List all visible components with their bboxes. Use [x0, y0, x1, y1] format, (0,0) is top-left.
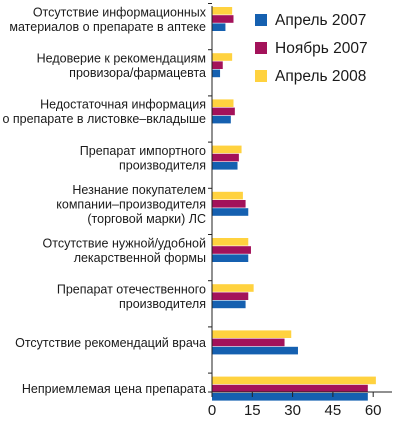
bar-1-series-2 — [212, 15, 234, 23]
bar-1-series-3 — [212, 7, 233, 15]
bar-2-series-1 — [212, 69, 221, 78]
legend-label-3: Апрель 2008 — [275, 68, 366, 85]
category-label-2: Недоверие к рекомендациям провизора/фарма… — [37, 51, 206, 79]
category-labels: Отсутствие информационных материалов о пр… — [2, 5, 206, 396]
bar-5-series-3 — [212, 191, 243, 200]
bar-8-series-3 — [212, 330, 292, 338]
bar-4-series-1 — [212, 162, 238, 170]
bar-5-series-1 — [212, 208, 249, 216]
bar-7-series-1 — [212, 300, 246, 309]
category-label-4: Препарат импортного производителя — [80, 144, 206, 173]
category-label-line: компании–производителя — [56, 197, 206, 211]
x-tick-label: 0 — [208, 402, 216, 419]
bar-7-series-3 — [212, 284, 254, 292]
category-label-line: Недоверие к рекомендациям — [37, 51, 206, 65]
bar-7-series-2 — [212, 292, 249, 300]
bar-2-series-3 — [212, 53, 233, 61]
category-label-line: материалов о препарате в аптеке — [9, 20, 206, 34]
category-label-8: Отсутствие рекомендаций врача — [15, 336, 206, 350]
bar-3-series-2 — [212, 107, 235, 116]
category-label-line: производителя — [119, 297, 206, 311]
category-label-line: производителя — [119, 158, 206, 172]
category-label-line: Незнание покупателем — [72, 183, 206, 197]
bars-layer — [212, 7, 376, 401]
category-label-line: провизора/фармацевта — [69, 66, 206, 80]
x-tick-label: 45 — [325, 402, 342, 419]
legend-swatch-3 — [255, 70, 267, 82]
legend: Апрель 2007 Ноябрь 2007 Апрель 2008 — [255, 12, 368, 85]
bar-6-series-1 — [212, 254, 249, 262]
bar-9-series-3 — [212, 376, 376, 385]
bar-4-series-3 — [212, 145, 242, 154]
x-tick-label: 60 — [365, 402, 382, 419]
category-label-line: (торговой марки) ЛС — [87, 212, 206, 226]
category-label-5: Незнание покупателем компании–производите… — [56, 183, 206, 226]
bar-5-series-2 — [212, 200, 246, 208]
legend-label-2: Ноябрь 2007 — [275, 40, 368, 57]
x-axis-ticks: 0 15 30 45 60 — [208, 3, 382, 419]
category-label-7: Препарат отечественного производителя — [57, 282, 206, 311]
bar-4-series-2 — [212, 153, 239, 162]
category-label-line: о препарате в листовке–вкладыше — [2, 112, 206, 126]
category-label-line: Препарат отечественного — [57, 282, 206, 296]
bar-2-series-2 — [212, 61, 223, 69]
category-label-line: Отсутствие информационных — [33, 5, 207, 19]
category-label-6: Отсутствие нужной/удобной лекарственной ф… — [43, 236, 206, 265]
bar-9-series-1 — [212, 393, 368, 401]
category-label-line: лекарственной формы — [74, 251, 206, 265]
category-label-line: Недостаточная информация — [40, 98, 206, 112]
bar-8-series-2 — [212, 338, 285, 347]
legend-swatch-1 — [255, 14, 267, 26]
category-label-3: Недостаточная информация о препарате в ли… — [2, 98, 206, 127]
category-label-line: Препарат импортного — [80, 144, 206, 158]
bar-3-series-1 — [212, 115, 231, 124]
bar-6-series-2 — [212, 246, 251, 254]
bar-3-series-3 — [212, 99, 234, 107]
category-label-line: Отсутствие нужной/удобной — [43, 236, 206, 250]
category-label-9: Неприемлемая цена препарата — [22, 382, 206, 396]
category-label-line: Неприемлемая цена препарата — [22, 382, 206, 396]
bar-9-series-2 — [212, 384, 368, 393]
legend-label-1: Апрель 2007 — [275, 12, 366, 29]
x-tick-label: 30 — [284, 402, 301, 419]
category-label-1: Отсутствие информационных материалов о пр… — [9, 5, 206, 34]
bar-6-series-3 — [212, 238, 249, 246]
x-tick-label: 15 — [244, 402, 261, 419]
legend-swatch-2 — [255, 42, 267, 54]
category-label-line: Отсутствие рекомендаций врача — [15, 336, 206, 350]
bar-1-series-1 — [212, 23, 226, 31]
bar-8-series-1 — [212, 346, 298, 355]
